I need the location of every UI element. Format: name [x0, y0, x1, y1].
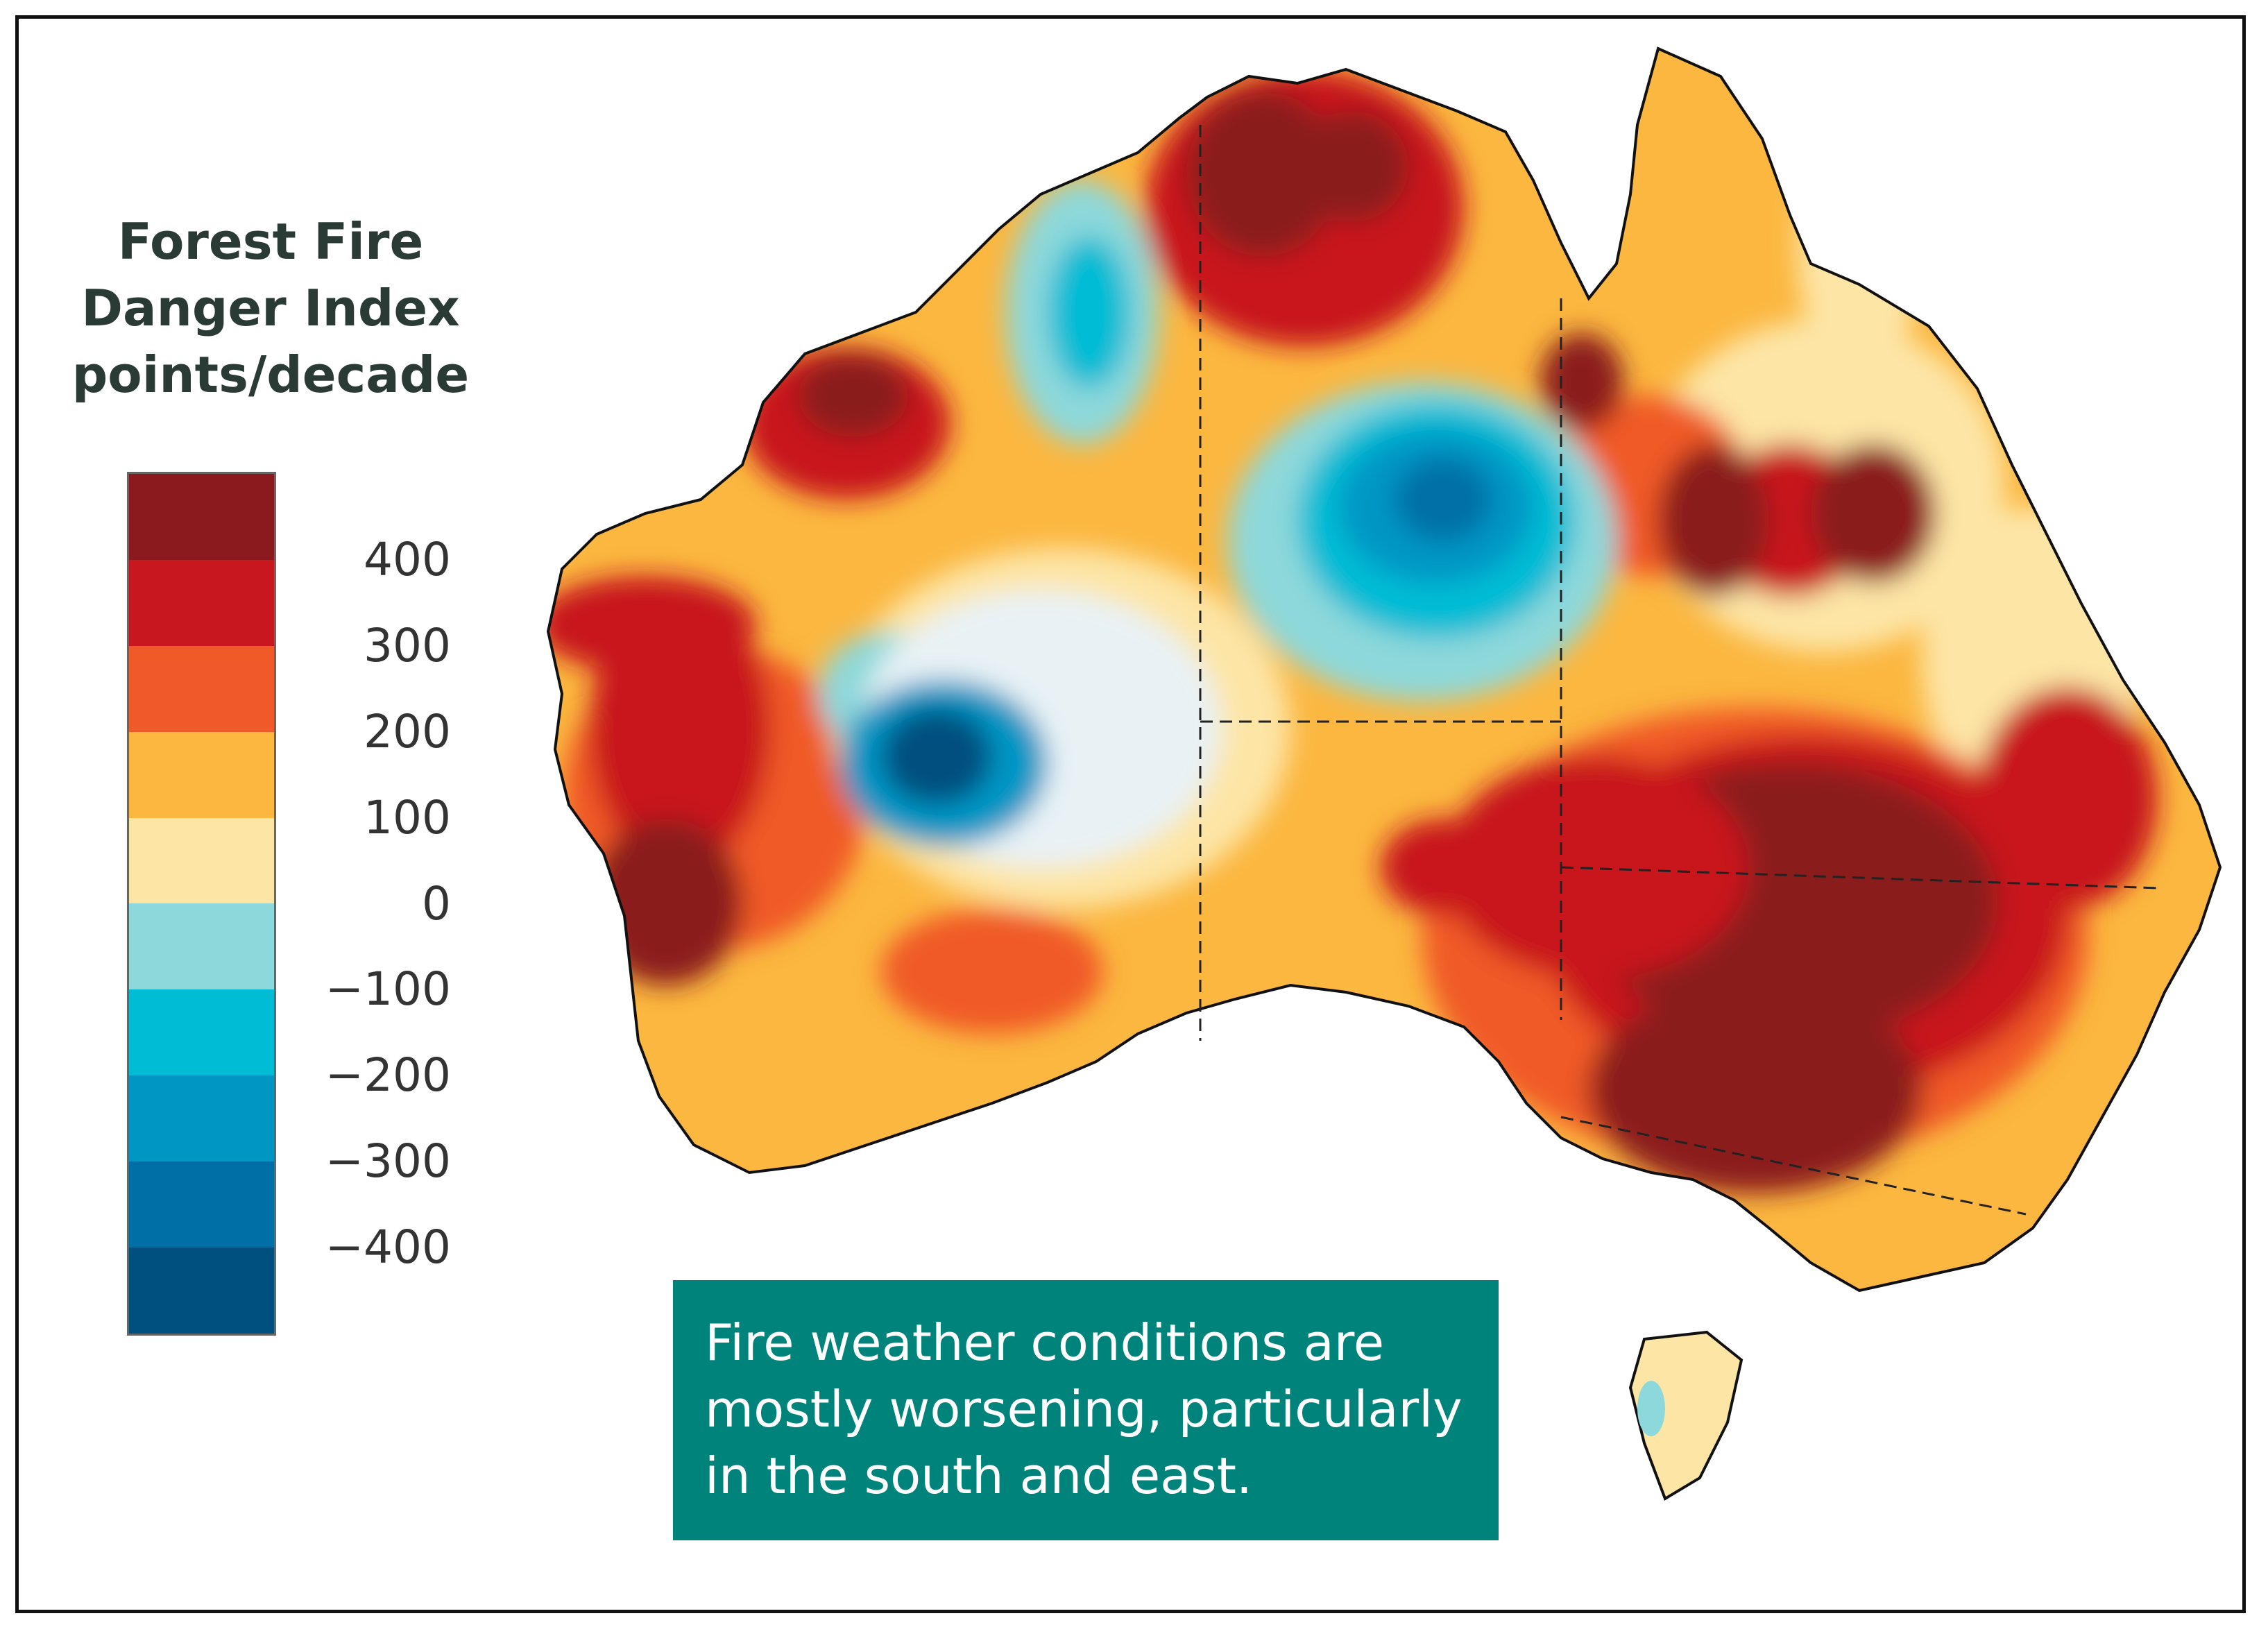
legend-title-line-3: points/decade — [71, 346, 470, 404]
legend-title-line-2: Danger Index — [81, 279, 460, 337]
tasmania — [1628, 1330, 1743, 1501]
legend-tick-label: −300 — [325, 1134, 451, 1189]
legend-colorbar — [127, 472, 276, 1336]
legend-tick-label: 400 — [364, 532, 451, 586]
legend-tick-label: 100 — [364, 790, 451, 844]
legend-tick-label: −400 — [325, 1220, 451, 1275]
legend-tick-label: −100 — [325, 962, 451, 1016]
legend-swatch-5 — [129, 903, 274, 990]
australia-map — [547, 47, 2222, 1501]
tasmania-cool-patch — [1637, 1381, 1665, 1436]
legend-title: Forest Fire Danger Index points/decade — [42, 208, 500, 408]
legend-swatch-8 — [129, 1161, 274, 1248]
legend-title-line-1: Forest Fire — [117, 212, 424, 271]
legend-swatch-2 — [129, 645, 274, 732]
legend-swatch-3 — [129, 731, 274, 818]
legend-tick-label: 300 — [364, 618, 451, 672]
state-borders — [1199, 125, 2158, 1216]
callout-text: Fire weather conditions are mostly worse… — [705, 1313, 1463, 1505]
legend-tick-label: 200 — [364, 704, 451, 758]
legend-swatch-4 — [129, 817, 274, 904]
callout-box: Fire weather conditions are mostly worse… — [673, 1280, 1499, 1540]
legend-tick-label: −200 — [325, 1048, 451, 1103]
legend-swatch-0 — [129, 474, 274, 560]
legend-swatch-1 — [129, 559, 274, 646]
legend-tick-label: 0 — [422, 876, 451, 930]
legend-swatch-7 — [129, 1075, 274, 1162]
legend-swatch-6 — [129, 989, 274, 1076]
legend-swatch-9 — [129, 1248, 274, 1334]
